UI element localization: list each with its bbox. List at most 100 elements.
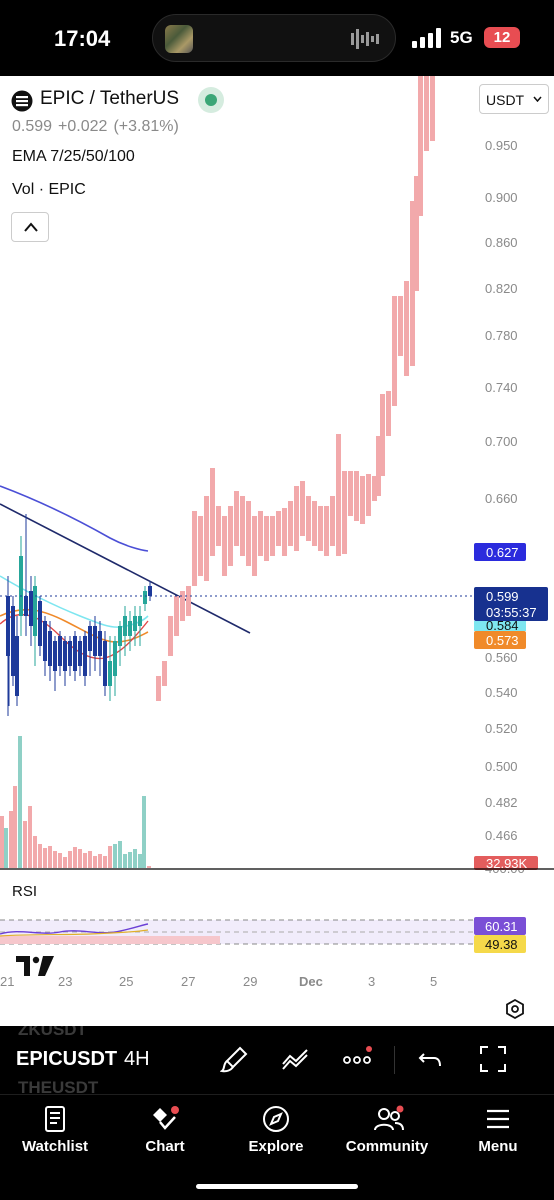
- projection-bar: [234, 491, 239, 546]
- book-icon: [45, 1106, 65, 1132]
- fullscreen-icon[interactable]: [478, 1044, 508, 1074]
- tab-community[interactable]: Community: [332, 1095, 442, 1165]
- projection-bar: [228, 506, 233, 566]
- candle-body: [24, 596, 28, 616]
- x-axis-tick-label: 27: [181, 974, 195, 989]
- y-axis-tick-label: 0.660: [485, 491, 518, 506]
- volume-bar: [18, 736, 22, 868]
- x-axis-tick-label: 23: [58, 974, 72, 989]
- undo-icon[interactable]: [416, 1044, 446, 1074]
- candle-body: [48, 631, 52, 666]
- tab-explore[interactable]: Explore: [221, 1095, 331, 1165]
- drawing-tools-icon[interactable]: [280, 1044, 310, 1074]
- projection-bar: [306, 496, 311, 541]
- candle-body: [83, 636, 87, 676]
- volume-bar: [13, 786, 17, 868]
- volume-bar: [9, 811, 13, 868]
- bottom-tab-bar: Watchlist Chart Explore Community Menu: [0, 1094, 554, 1200]
- media-thumbnail: [165, 25, 193, 53]
- tab-label: Explore: [248, 1138, 304, 1155]
- ema-cyan-price-badge: [474, 621, 526, 631]
- candle-body: [15, 636, 19, 696]
- status-time: 17:04: [54, 26, 111, 51]
- community-icon: [374, 1105, 404, 1131]
- projection-bar: [318, 506, 323, 551]
- volume-bar: [63, 857, 67, 868]
- y-axis-tick-label: 0.482: [485, 795, 518, 810]
- projection-bar: [198, 516, 203, 576]
- candle-body: [33, 586, 37, 636]
- projection-bar: [204, 496, 209, 581]
- timeframe-button[interactable]: 4H: [124, 1048, 150, 1070]
- projection-bar: [264, 516, 269, 561]
- projection-bar: [430, 76, 435, 141]
- volume-bar: [118, 841, 122, 868]
- candle-body: [98, 631, 102, 656]
- rsi-value-label: 60.31: [485, 919, 518, 934]
- more-icon[interactable]: [342, 1044, 372, 1074]
- projection-bar: [246, 501, 251, 566]
- price-change-pct: (+3.81%): [113, 118, 179, 135]
- candle-body: [19, 556, 23, 616]
- projection-bar: [156, 676, 161, 701]
- symbol-title[interactable]: EPIC / TetherUS: [40, 88, 180, 109]
- volume-bar: [93, 856, 97, 868]
- projection-bar: [240, 496, 245, 556]
- volume-bar: [43, 848, 47, 868]
- y-axis-tick-label: 0.860: [485, 235, 518, 250]
- ema-indicator-label[interactable]: EMA 7/25/50/100: [12, 148, 135, 165]
- candle-body: [118, 626, 122, 646]
- x-axis-tick-label: 3: [368, 974, 375, 989]
- volume-bar: [78, 849, 82, 868]
- symbol-switcher[interactable]: EPICUSDT: [16, 1048, 118, 1070]
- candle-body: [29, 591, 33, 626]
- projection-bar: [398, 296, 403, 356]
- currency-select[interactable]: USDT: [479, 84, 549, 114]
- volume-bar: [133, 849, 137, 868]
- candle-body: [6, 596, 10, 656]
- prev-symbol-ghost: ZKUSDT: [18, 1026, 87, 1039]
- rsi-ma-value-badge: [474, 935, 526, 953]
- projection-bar: [360, 476, 365, 524]
- rsi-projection-band: [0, 936, 220, 944]
- last-price-badge: [474, 587, 548, 621]
- projection-bar: [216, 506, 221, 546]
- dynamic-island[interactable]: [152, 14, 396, 62]
- y-axis-tick-label: 0.520: [485, 721, 518, 736]
- candle-body: [148, 586, 152, 596]
- trend-line[interactable]: [0, 503, 251, 634]
- chart-icon: [153, 1106, 179, 1130]
- candle-body: [108, 661, 112, 686]
- redo-icon[interactable]: [540, 1044, 554, 1074]
- volume-bar: [23, 821, 27, 868]
- y-axis-tick-label: 0.780: [485, 328, 518, 343]
- projection-bar: [348, 471, 353, 516]
- volume-bar: [138, 854, 142, 868]
- y-axis-tick-label: 0.560: [485, 650, 518, 665]
- collapse-legend-button[interactable]: [11, 212, 49, 242]
- volume-indicator-label[interactable]: Vol · EPIC: [12, 181, 86, 198]
- volume-bar: [68, 851, 72, 868]
- projection-bar: [288, 501, 293, 546]
- projection-bar: [174, 596, 179, 636]
- projection-bar: [300, 481, 305, 536]
- audio-wave-icon: [351, 29, 379, 49]
- status-bar: 17:04 5G 12: [0, 0, 554, 76]
- tab-watchlist[interactable]: Watchlist: [0, 1095, 110, 1165]
- last-price: 0.599: [12, 118, 53, 135]
- chart-area[interactable]: 0.950 0.900 0.860 0.820 0.780 0.740 0.700 0.660…: [0, 76, 554, 1026]
- projection-bar: [168, 616, 173, 656]
- price-chart[interactable]: 0.950 0.900 0.860 0.820 0.780 0.740 0.700 0.660…: [0, 76, 554, 1026]
- tab-menu[interactable]: Menu: [443, 1095, 553, 1165]
- y-axis-tick-label: 0.500: [485, 759, 518, 774]
- candle-body: [138, 616, 142, 626]
- chart-settings-icon[interactable]: [504, 998, 526, 1020]
- candle-body: [123, 616, 127, 636]
- y-axis-tick-label: 0.900: [485, 190, 518, 205]
- tab-chart[interactable]: Chart: [110, 1095, 220, 1165]
- candle-body: [103, 641, 107, 686]
- tab-label: Chart: [145, 1138, 185, 1155]
- brush-icon[interactable]: [220, 1044, 250, 1074]
- volume-bar: [98, 854, 102, 868]
- projection-bar: [342, 471, 347, 554]
